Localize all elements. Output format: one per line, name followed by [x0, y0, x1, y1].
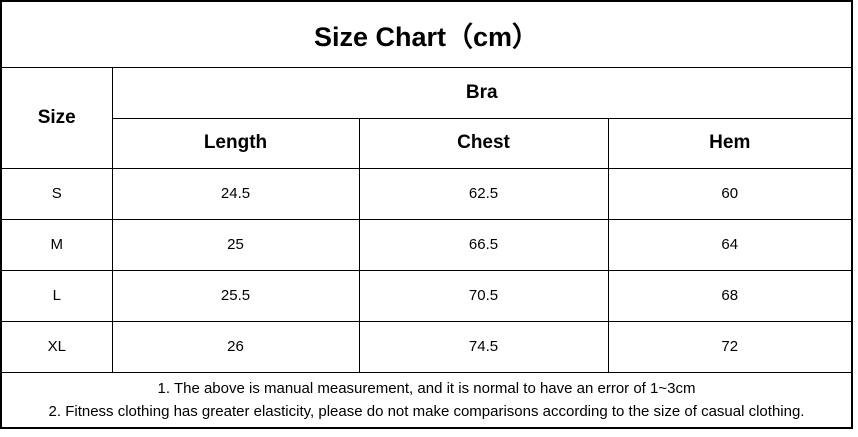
length-value-cell: 25 — [111, 218, 360, 271]
hem-value-cell: 64 — [607, 218, 853, 271]
note-line-2: 2. Fitness clothing has greater elastici… — [48, 402, 805, 420]
size-chart-table: Size Chart（cm） Size Bra Length Chest Hem… — [0, 0, 853, 429]
column-header-size: Size — [0, 66, 113, 169]
column-header-length: Length — [111, 117, 360, 169]
table-row-m: M 25 66.5 64 — [0, 218, 853, 271]
note-line-1: 1. The above is manual measurement, and … — [157, 379, 696, 397]
chest-value-cell: 62.5 — [358, 167, 609, 220]
notes-row: 1. The above is manual measurement, and … — [0, 371, 853, 429]
size-label-cell: XL — [0, 320, 113, 373]
page-title: Size Chart（cm） — [0, 0, 853, 68]
group-header-bra: Bra — [111, 66, 853, 119]
group-header-row: Size Bra — [0, 66, 853, 169]
length-value-cell: 25.5 — [111, 269, 360, 322]
title-row: Size Chart（cm） — [0, 0, 853, 68]
chest-value-cell: 74.5 — [358, 320, 609, 373]
size-label-cell: M — [0, 218, 113, 271]
length-value-cell: 24.5 — [111, 167, 360, 220]
hem-value-cell: 60 — [607, 167, 853, 220]
column-header-chest: Chest — [358, 117, 609, 169]
notes-cell: 1. The above is manual measurement, and … — [0, 371, 853, 429]
column-header-row: Length Chest Hem — [1, 117, 853, 169]
table-row-s: S 24.5 62.5 60 — [0, 167, 853, 220]
size-label-cell: L — [0, 269, 113, 322]
table-row-l: L 25.5 70.5 68 — [0, 269, 853, 322]
length-value-cell: 26 — [111, 320, 360, 373]
hem-value-cell: 72 — [607, 320, 853, 373]
hem-value-cell: 68 — [607, 269, 853, 322]
chest-value-cell: 66.5 — [358, 218, 609, 271]
chest-value-cell: 70.5 — [358, 269, 609, 322]
table-row-xl: XL 26 74.5 72 — [0, 320, 853, 373]
size-label-cell: S — [0, 167, 113, 220]
column-header-hem: Hem — [607, 117, 853, 169]
